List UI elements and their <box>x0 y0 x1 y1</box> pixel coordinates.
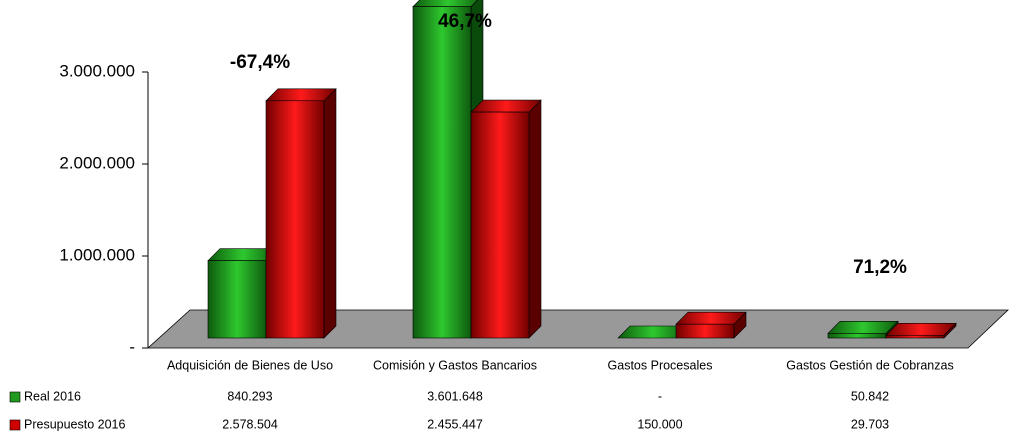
y-tick-label: - <box>129 337 135 356</box>
annotation: 71,2% <box>853 257 907 278</box>
bar <box>265 88 337 339</box>
bar <box>885 322 957 339</box>
bar-face <box>470 111 530 339</box>
bar-face <box>265 88 337 102</box>
bar-face <box>470 99 542 113</box>
y-tick-label: 1.000.000 <box>59 245 135 264</box>
bar <box>675 311 747 339</box>
x-tick-label: Adquisición de Bienes de Uso <box>167 358 333 372</box>
bar-face <box>528 99 542 339</box>
table-cell: 29.703 <box>851 417 889 431</box>
x-tick-label: Gastos Procesales <box>608 358 713 372</box>
bar-face <box>265 100 325 339</box>
table-cell: 840.293 <box>227 389 272 403</box>
bar-face <box>412 6 472 339</box>
annotation: 46,7% <box>438 11 492 32</box>
bar-face <box>827 333 887 339</box>
legend-swatch <box>9 391 21 403</box>
bar-face <box>675 311 747 325</box>
x-tick-label: Gastos Gestión de Cobranzas <box>786 358 953 372</box>
table-cell: 2.578.504 <box>222 417 278 431</box>
x-tick-label: Comisión y Gastos Bancarios <box>373 358 537 372</box>
table-cell: 3.601.648 <box>427 389 483 403</box>
bar <box>470 99 542 339</box>
bar-face <box>827 321 899 334</box>
bar-face <box>323 88 337 339</box>
bar-face <box>885 334 945 339</box>
table-cell: 150.000 <box>637 417 682 431</box>
y-tick-label: 3.000.000 <box>59 61 135 80</box>
legend-label: Real 2016 <box>24 389 81 403</box>
table-cell: 50.842 <box>851 389 889 403</box>
y-tick-label: 2.000.000 <box>59 153 135 172</box>
legend-swatch <box>9 419 21 431</box>
bar-face <box>885 322 957 336</box>
bar-face <box>675 323 735 339</box>
bar-face <box>207 260 267 339</box>
floor <box>146 309 1010 349</box>
annotation: -67,4% <box>230 52 290 73</box>
table-cell: 2.455.447 <box>427 417 483 431</box>
table-cell: - <box>658 389 662 403</box>
legend-label: Presupuesto 2016 <box>24 417 126 431</box>
